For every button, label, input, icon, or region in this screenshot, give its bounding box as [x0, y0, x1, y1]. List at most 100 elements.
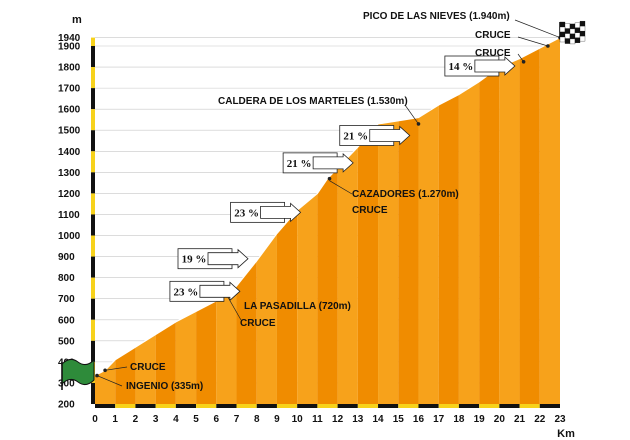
gradient-arrow: [260, 202, 302, 223]
axis-band-segment: [91, 88, 95, 110]
annotation-leader: [404, 104, 419, 125]
axis-band-km: [236, 404, 257, 408]
x-tick-label: 18: [453, 414, 465, 425]
axis-band-km: [539, 404, 560, 408]
km-stripe-19: [479, 67, 500, 404]
annotation-label: PICO DE LAS NIEVES (1.940m): [363, 11, 510, 22]
axis-band-segment: [91, 298, 95, 320]
axis-band-segment: [91, 151, 95, 173]
finish-flag-square: [564, 33, 571, 39]
y-tick-label: 200: [58, 400, 75, 411]
km-stripe-22: [539, 37, 560, 404]
x-tick-label: 16: [413, 414, 425, 425]
km-stripe-20: [499, 58, 520, 404]
axis-band-km: [378, 404, 399, 408]
axis-band-segment: [91, 382, 95, 404]
km-stripe-17: [438, 94, 459, 404]
axis-band-top: [91, 37, 95, 46]
km-stripe-14: [378, 120, 399, 404]
km-stripe-11: [317, 168, 338, 404]
x-tick-label: 14: [372, 414, 384, 425]
axis-band-segment: [91, 46, 95, 68]
x-tick-label: 12: [332, 414, 344, 425]
start-flag: [61, 358, 95, 386]
annotation-leader: [329, 180, 353, 195]
annotation-leader: [96, 375, 123, 387]
annotation-label: CAZADORES (1.270m): [352, 189, 459, 200]
x-tick-label: 7: [234, 414, 240, 425]
axis-band-km: [337, 404, 358, 408]
finish-flag-square: [559, 36, 566, 43]
x-tick-label: 3: [153, 414, 159, 425]
y-tick-label: 1800: [58, 63, 81, 74]
finish-flag-square: [559, 26, 566, 33]
finish-flag-square: [579, 20, 586, 27]
gradient-arrow: [312, 152, 354, 173]
annotations: PICO DE LAS NIEVES (1.940m) CRUCE CRUCE CAL…: [95, 11, 562, 392]
gradient-label: 23 %: [174, 286, 199, 298]
flags: [61, 20, 586, 390]
y-tick-label: 1500: [58, 126, 81, 137]
annotation-leader: [514, 19, 561, 38]
finish-flag-square: [579, 30, 586, 37]
axis-band-segment: [91, 109, 95, 131]
y-tick-label: 1900: [58, 42, 81, 53]
km-stripe-5: [196, 300, 217, 404]
y-tick-label: 1300: [58, 168, 81, 179]
finish-flag-square: [559, 21, 566, 28]
gradient-label: 23 %: [234, 207, 259, 219]
axis-band-segment: [91, 235, 95, 257]
axis-band-km: [135, 404, 156, 408]
x-tick-label: 8: [254, 414, 260, 425]
finish-flag-square: [574, 27, 581, 34]
y-tick-label: 300: [58, 378, 75, 389]
gradient-label: 21 %: [287, 158, 312, 170]
annotation-label: CRUCE: [352, 205, 388, 216]
x-tick-label: 19: [474, 414, 486, 425]
annotation-label: CRUCE: [240, 318, 276, 329]
axis-band-km: [499, 404, 520, 408]
axis-band-km: [155, 404, 176, 408]
x-tick-label: 17: [433, 414, 445, 425]
y-tick-label: 1100: [58, 210, 80, 221]
x-unit-label: Km: [557, 428, 575, 440]
gradient-label: 19 %: [182, 254, 207, 266]
y-tick-label: 1600: [58, 105, 81, 116]
annotation-dot: [546, 44, 550, 48]
finish-flag-square: [574, 37, 581, 44]
annotation-dot: [416, 122, 421, 126]
finish-flag-square: [564, 38, 571, 44]
gradient-label: 14 %: [448, 61, 473, 73]
axis-band-km: [519, 404, 540, 408]
x-tick-label: 15: [393, 414, 405, 425]
x-tick-label: 9: [274, 414, 280, 425]
finish-flag-square: [569, 28, 576, 35]
km-stripe-15: [398, 117, 419, 404]
annotation-label: CRUCE: [130, 362, 166, 373]
finish-flag-square: [579, 25, 586, 32]
axis-band-km: [276, 404, 298, 408]
axis-band-segment: [91, 277, 95, 299]
axis-band-segment: [91, 256, 95, 278]
km-stripe-1: [115, 347, 136, 404]
gradient-boxes: 23 % 19 % 23 % 21 % 21 % 14 %: [169, 55, 516, 302]
km-stripe-10: [297, 193, 318, 404]
km-stripe-18: [458, 81, 480, 405]
gradient-arrow: [369, 125, 411, 146]
finish-flag-square: [569, 23, 576, 30]
km-stripe-8: [256, 233, 277, 404]
axis-band-km: [95, 404, 116, 408]
x-tick-label: 4: [173, 414, 179, 425]
finish-flag-square: [564, 23, 571, 29]
y-tick-label: 1200: [58, 189, 81, 200]
axis-band-km: [256, 404, 277, 408]
km-stripe-13: [357, 123, 379, 405]
y-tick-label: 1000: [58, 231, 81, 242]
axis-band-km: [438, 404, 459, 408]
annotation-label: CRUCE: [475, 48, 511, 59]
x-tick-label: 13: [352, 414, 364, 425]
x-tick-label: 21: [514, 414, 526, 425]
annotation-label: CALDERA DE LOS MARTELES (1.530m): [218, 96, 408, 107]
axis-band-km: [317, 404, 338, 408]
